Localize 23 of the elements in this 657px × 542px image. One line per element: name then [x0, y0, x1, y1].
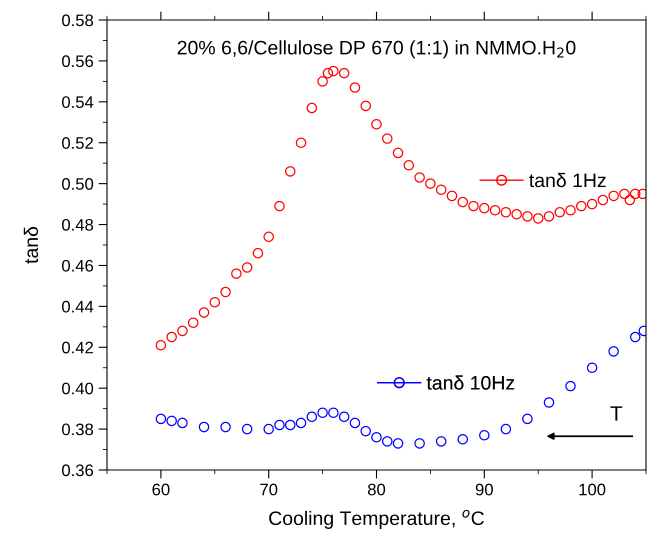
x-axis-title: Cooling Temperature, $^{o}$C	[269, 510, 484, 529]
y-axis-title: tanδ	[24, 226, 38, 264]
y-tick-label: 0.38	[62, 423, 94, 436]
y-tick-label: 0.52	[62, 137, 93, 149]
y-tick-label: 0.56	[62, 55, 94, 68]
y-tick-label: 0.48	[62, 218, 94, 231]
x-tick-label: 70	[260, 484, 278, 496]
x-tick-label: 90	[476, 484, 493, 496]
legend-label: tanδ 1Hz	[529, 172, 606, 188]
y-tick-label: 0.36	[62, 464, 94, 476]
y-tick-label: 0.54	[62, 96, 94, 108]
y-tick-label: 0.42	[62, 342, 93, 354]
legend-label: tanδ 10Hz	[426, 375, 514, 390]
y-tick-label: 0.44	[62, 300, 94, 313]
text: 20% 6,6/Cellulose DP 670 (1:1) in NMMO.H$_{2}$0	[178, 40, 576, 58]
y-tick-label: 0.58	[62, 14, 94, 26]
annotation: T	[610, 406, 622, 421]
x-tick-label: 60	[152, 484, 170, 496]
y-tick-label: 0.46	[62, 260, 94, 272]
y-tick-label: 0.40	[62, 382, 94, 394]
x-tick-label: 100	[579, 484, 606, 496]
x-tick-label: 80	[368, 484, 386, 496]
y-tick-label: 0.50	[62, 178, 94, 190]
